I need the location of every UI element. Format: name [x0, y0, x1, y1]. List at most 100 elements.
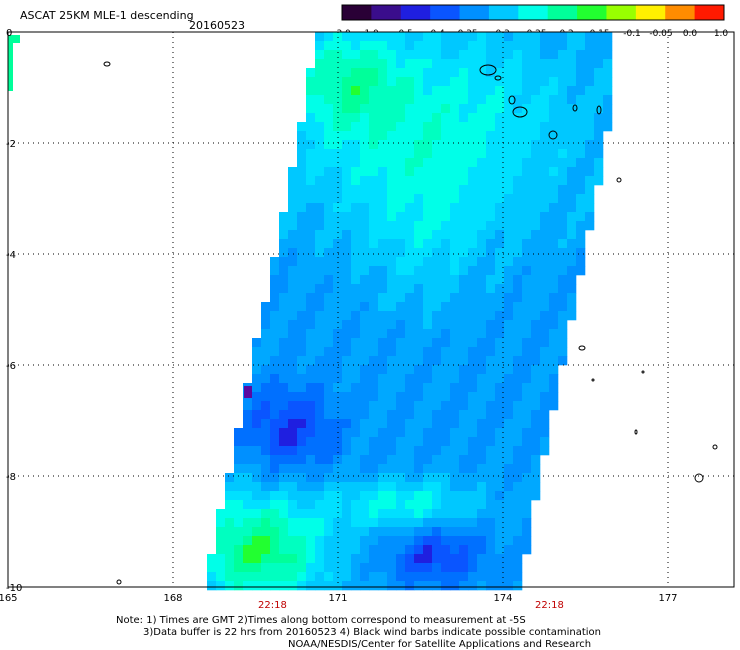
swath-cell — [459, 149, 469, 159]
swath-cell — [531, 266, 541, 276]
swath-cell — [369, 563, 379, 573]
swath-cell — [504, 455, 514, 465]
swath-cell — [333, 86, 343, 96]
swath-cell — [333, 527, 343, 537]
swath-cell — [288, 563, 298, 573]
swath-cell — [315, 140, 325, 150]
swath-cell — [369, 77, 379, 87]
swath-cell — [540, 257, 550, 267]
swath-cell — [423, 410, 433, 420]
swath-cell — [468, 518, 478, 528]
swath-cell — [513, 221, 523, 231]
swath-cell — [423, 221, 433, 231]
swath-cell — [369, 419, 379, 429]
swath-cell — [459, 95, 469, 105]
swath-cell — [324, 257, 334, 267]
swath-cell — [576, 140, 586, 150]
swath-cell — [558, 32, 568, 42]
swath-cell — [315, 230, 325, 240]
swath-cell — [459, 365, 469, 375]
swath-cell — [270, 347, 280, 357]
swath-cell — [288, 284, 298, 294]
swath-cell — [522, 167, 532, 177]
y-tick-label: -6 — [6, 361, 16, 372]
swath-cell — [432, 410, 442, 420]
swath-cell — [414, 86, 424, 96]
swath-cell — [513, 104, 523, 114]
swath-cell — [486, 419, 496, 429]
swath-cell — [432, 392, 442, 402]
swath-cell — [441, 158, 451, 168]
swath-cell — [414, 536, 424, 546]
swath-cell — [432, 86, 442, 96]
swath-cell — [432, 59, 442, 69]
swath-cell — [558, 221, 568, 231]
swath-cell — [567, 95, 577, 105]
swath-cell — [252, 347, 262, 357]
swath-cell — [306, 320, 316, 330]
swath-cell — [306, 545, 316, 555]
swath-cell — [360, 347, 370, 357]
swath-cell — [333, 194, 343, 204]
swath-cell — [531, 464, 541, 474]
x-tick-label: 177 — [658, 593, 677, 604]
swath-cell — [306, 95, 316, 105]
swath-cell — [243, 545, 253, 555]
swath-cell — [459, 392, 469, 402]
swath-cell — [261, 581, 271, 591]
swath-cell — [459, 500, 469, 510]
swath-cell — [468, 509, 478, 519]
swath-cell — [351, 239, 361, 249]
swath-cell — [495, 392, 505, 402]
swath-cell — [513, 167, 523, 177]
swath-cell — [504, 32, 514, 42]
swath-cell — [405, 455, 415, 465]
swath-cell — [234, 500, 244, 510]
swath-cell — [432, 518, 442, 528]
swath-cell — [522, 428, 532, 438]
swath-cell — [297, 374, 307, 384]
swath-cell — [477, 167, 487, 177]
swath-cell — [423, 113, 433, 123]
swath-cell — [468, 176, 478, 186]
swath-cell — [387, 446, 397, 456]
swath-cell — [261, 356, 271, 366]
swath-cell — [351, 581, 361, 591]
swath-cell — [387, 536, 397, 546]
swath-cell — [558, 356, 568, 366]
swath-cell — [468, 410, 478, 420]
swath-cell — [414, 32, 424, 42]
swath-cell — [459, 68, 469, 78]
swath-cell — [513, 95, 523, 105]
swath-cell — [360, 509, 370, 519]
swath-cell — [387, 545, 397, 555]
swath-cell — [477, 50, 487, 60]
swath-cell — [288, 185, 298, 195]
swath-cell — [486, 509, 496, 519]
swath-cell — [279, 311, 289, 321]
swath-cell — [576, 158, 586, 168]
swath-cell — [405, 428, 415, 438]
swath-cell — [378, 374, 388, 384]
swath-cell — [333, 95, 343, 105]
swath-cell — [378, 464, 388, 474]
swath-cell — [342, 221, 352, 231]
swath-cell — [495, 491, 505, 501]
swath-cell — [342, 176, 352, 186]
swath-cell — [387, 293, 397, 303]
swath-cell — [549, 176, 559, 186]
swath-cell — [504, 158, 514, 168]
swath-cell — [486, 302, 496, 312]
swath-cell — [486, 518, 496, 528]
swath-cell — [450, 473, 460, 483]
swath-cell — [513, 140, 523, 150]
swath-cell — [504, 212, 514, 222]
swath-cell — [531, 167, 541, 177]
swath-cell — [306, 554, 316, 564]
swath-cell — [414, 77, 424, 87]
swath-cell — [324, 428, 334, 438]
swath-cell — [423, 176, 433, 186]
swath-cell — [486, 86, 496, 96]
swath-cell — [351, 104, 361, 114]
swath-cell — [396, 464, 406, 474]
